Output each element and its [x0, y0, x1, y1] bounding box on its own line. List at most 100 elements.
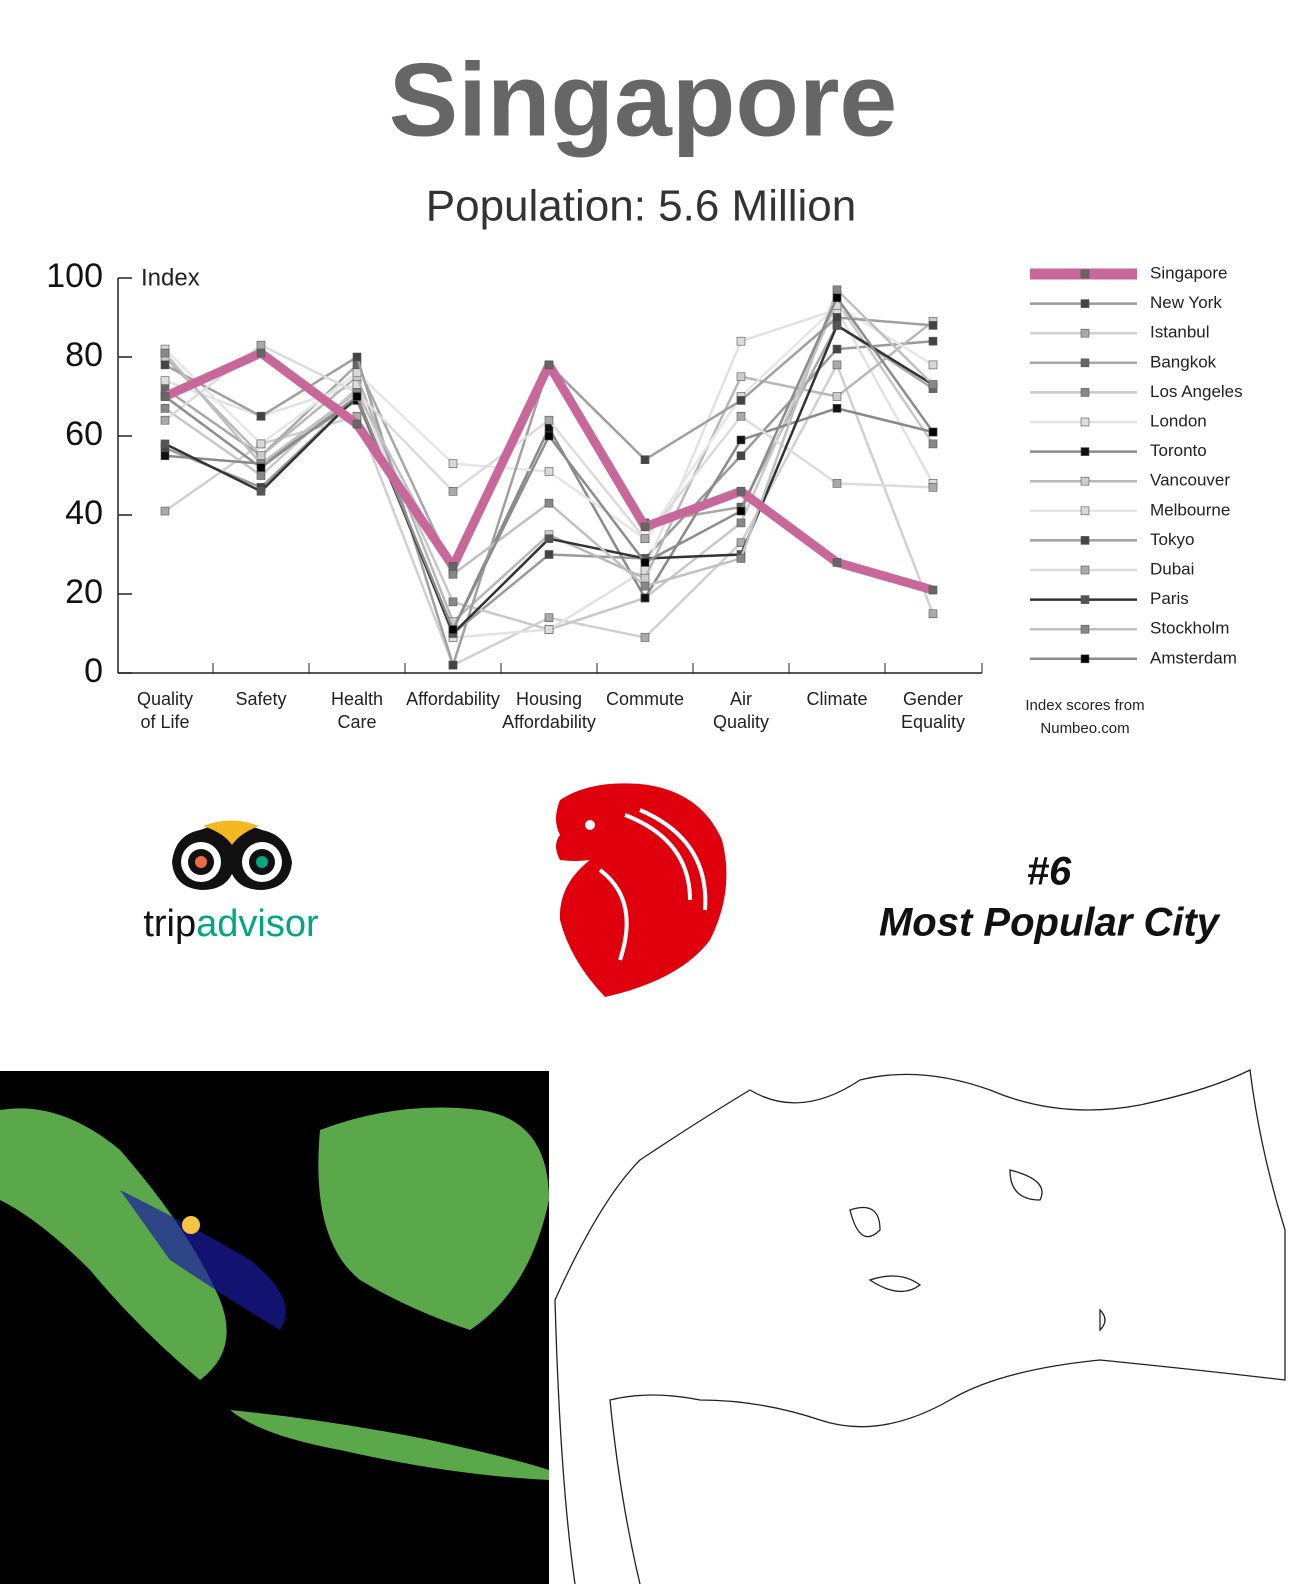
point [160, 451, 170, 461]
point [736, 372, 746, 382]
x-tick-label: Safety [235, 689, 287, 709]
point [736, 554, 746, 563]
point [256, 439, 266, 449]
point [160, 439, 170, 449]
point [256, 348, 266, 358]
point [448, 597, 458, 607]
legend-label: Los Angeles [1150, 382, 1243, 401]
point [832, 293, 842, 303]
legend-label: Melbourne [1150, 500, 1230, 519]
merlion-head [556, 783, 727, 997]
owl-pupil [195, 856, 207, 868]
plot: 0 20 40 60 80 100 [46, 257, 983, 690]
point [544, 550, 554, 559]
outline-map [554, 1069, 1286, 1584]
owl-beak [203, 820, 259, 845]
y-tick-label: 80 [65, 336, 103, 374]
point [160, 506, 170, 516]
legend-label: Dubai [1150, 559, 1194, 578]
legend: Singapore New York Istanbul Bangkok Los Ange… [1030, 263, 1243, 667]
legend-label: Vancouver [1150, 471, 1230, 490]
legend-marker [1080, 654, 1090, 664]
legend-label: Bangkok [1150, 352, 1217, 371]
tripadvisor-logo: tripadvisor [143, 820, 319, 945]
merlion [556, 783, 727, 997]
point [160, 348, 170, 358]
x-tick-label: Climate [806, 689, 868, 709]
island-sumatra [0, 1108, 227, 1380]
point [544, 498, 554, 508]
legend-marker [1080, 269, 1090, 279]
legend-marker [1080, 506, 1090, 516]
point [256, 471, 266, 480]
x-tick-label: Commute [605, 689, 685, 709]
point [928, 439, 938, 449]
point [544, 360, 554, 370]
rank: #6 [1027, 850, 1072, 894]
point [448, 486, 458, 496]
point [160, 392, 170, 401]
reservoirs [849, 1169, 1106, 1332]
point [736, 486, 746, 496]
point [352, 352, 362, 362]
legend-label: Tokyo [1150, 530, 1194, 549]
point [928, 427, 938, 437]
point [256, 463, 266, 472]
point [448, 625, 458, 634]
point [928, 483, 938, 492]
satellite-map [0, 1071, 549, 1584]
x-tick-label: Air Quality [712, 689, 770, 732]
legend-label: New York [1150, 293, 1222, 312]
legend-marker [1080, 417, 1090, 427]
point [832, 404, 842, 413]
point [832, 344, 842, 354]
legend-label: Stockholm [1150, 619, 1229, 638]
y-label: Index [141, 264, 200, 291]
point [544, 534, 554, 544]
legend-label: Singapore [1150, 263, 1228, 282]
point [736, 518, 746, 528]
point [736, 396, 746, 405]
x-tick-label: Quality of Life [136, 689, 194, 732]
point [832, 558, 842, 567]
rank-label: Most Popular City [879, 901, 1221, 945]
point [928, 380, 938, 389]
point [640, 558, 650, 567]
point [928, 609, 938, 619]
point [544, 467, 554, 476]
legend-marker [1080, 476, 1090, 486]
location-marker [182, 1216, 200, 1234]
sea [120, 1190, 286, 1330]
point [640, 581, 650, 591]
point [832, 285, 842, 295]
point [832, 392, 842, 401]
legend-marker [1080, 447, 1090, 456]
legend-marker [1080, 565, 1090, 575]
point [544, 431, 554, 441]
legend-marker [1080, 328, 1090, 338]
point [832, 321, 842, 330]
point [544, 625, 554, 634]
point [256, 486, 266, 496]
point [640, 573, 650, 583]
point [832, 313, 842, 322]
y-tick-label: 100 [46, 257, 103, 295]
point [736, 451, 746, 461]
point [160, 376, 170, 386]
island-borneo [318, 1107, 549, 1330]
y-tick-label: 40 [65, 494, 103, 532]
legend-marker [1080, 624, 1090, 634]
series-line [164, 339, 934, 635]
x-tick-label: Affordability [406, 689, 500, 709]
legend-label: Istanbul [1150, 323, 1210, 342]
y-tick-label: 0 [84, 652, 103, 690]
x-tick-label: Housing Affordability [502, 689, 596, 732]
point [736, 411, 746, 421]
merlion-eye [585, 820, 595, 830]
point [256, 340, 266, 350]
source-note: Index scores from Numbeo.com [1025, 697, 1145, 737]
point [448, 562, 458, 571]
legend-marker [1080, 388, 1090, 397]
